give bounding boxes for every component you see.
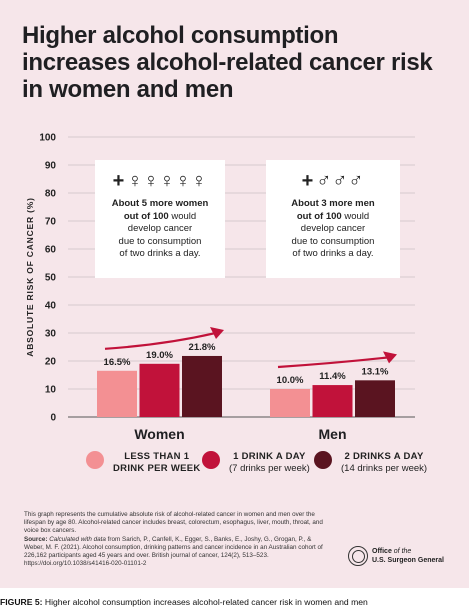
bar-women-2 <box>182 355 222 417</box>
office-logo-text: Office of the U.S. Surgeon General <box>372 548 444 564</box>
x-category-label: Women <box>134 426 184 442</box>
legend-sublabel: (14 drinks per week) <box>341 463 428 474</box>
y-tick-label: 90 <box>45 161 57 172</box>
callout-women-line2: out of 100 <box>123 210 169 222</box>
plus-icon: + <box>301 170 315 192</box>
callout-men: + ♂♂♂ About 3 more men out of 100 would d… <box>266 160 400 278</box>
y-tick-label: 60 <box>45 245 57 256</box>
legend-sublabel: (7 drinks per week) <box>229 463 310 474</box>
callout-men-line1: About 3 more men <box>291 198 375 209</box>
y-tick-label: 80 <box>45 189 57 200</box>
legend-item-2-drinks: 2 DRINKS A DAY (14 drinks per week) <box>314 451 427 475</box>
footnote-text: This graph represents the cumulative abs… <box>24 511 323 535</box>
callout-women: + ♀♀♀♀♀ About 5 more women out of 100 wou… <box>95 160 225 278</box>
callout-women-line3: develop cancer <box>127 223 193 234</box>
woman-figure-icon: ♀♀♀♀♀ <box>127 170 208 192</box>
trend-arrow-line <box>104 331 217 350</box>
callout-men-line5: of two drinks a day. <box>292 248 374 259</box>
data-label: 13.1% <box>362 366 389 377</box>
legend-swatch <box>86 451 104 469</box>
infographic-panel <box>0 0 469 588</box>
callout-women-line1: About 5 more women <box>111 198 209 209</box>
trend-arrow-line <box>277 356 390 369</box>
bar-men-1 <box>312 385 353 417</box>
y-tick-label: 10 <box>45 385 57 396</box>
y-tick-label: 0 <box>50 413 56 424</box>
y-tick-label: 50 <box>45 273 57 284</box>
callout-men-line2: out of 100 <box>296 210 342 222</box>
bar-men-0 <box>270 389 310 417</box>
bar-men-2 <box>355 380 395 417</box>
data-label: 11.4% <box>319 371 346 382</box>
legend-label: 2 DRINKS A DAY <box>344 451 424 462</box>
callout-women-line2-rest: would <box>168 210 197 222</box>
men-icons: + ♂♂♂ <box>266 170 400 192</box>
trend-arrow-head <box>210 326 224 339</box>
legend-item-1-drink: 1 DRINK A DAY (7 drinks per week) <box>202 451 310 475</box>
y-tick-label: 70 <box>45 217 57 228</box>
y-tick-label: 40 <box>45 301 57 312</box>
legend-swatch <box>314 451 332 469</box>
chart-title: Higher alcohol consumption increases alc… <box>22 22 433 103</box>
bar-women-1 <box>139 363 180 417</box>
callout-men-line2-rest: would <box>341 210 370 222</box>
footnote-source: Source: Calculated with data from Sarich… <box>24 535 323 568</box>
legend-label-line2: DRINK PER WEEK <box>113 463 201 474</box>
footnote: This graph represents the cumulative abs… <box>24 511 324 568</box>
legend-label: LESS THAN 1 <box>124 451 190 462</box>
legend-item-less-than-1: LESS THAN 1 DRINK PER WEEK <box>86 451 201 475</box>
data-label: 21.8% <box>189 342 216 353</box>
x-category-label: Men <box>319 426 347 442</box>
data-label: 10.0% <box>277 375 304 386</box>
plus-icon: + <box>112 170 126 192</box>
y-tick-label: 20 <box>45 357 57 368</box>
y-tick-label: 30 <box>45 329 57 340</box>
surgeon-general-seal-icon <box>348 546 368 566</box>
callout-men-line3: develop cancer <box>300 223 366 234</box>
man-figure-icon: ♂♂♂ <box>316 170 365 192</box>
legend-swatch <box>202 451 220 469</box>
callout-women-line5: of two drinks a day. <box>119 248 201 259</box>
data-label: 19.0% <box>146 350 173 361</box>
y-tick-label: 100 <box>39 133 56 144</box>
bar-women-0 <box>97 370 137 417</box>
women-icons: + ♀♀♀♀♀ <box>95 170 225 192</box>
callout-women-line4: due to consumption <box>118 235 202 247</box>
data-label: 16.5% <box>104 357 131 368</box>
callout-men-line4: due to consumption <box>291 235 375 247</box>
figure-caption: FIGURE 5: Higher alcohol consumption inc… <box>0 597 368 607</box>
legend-label: 1 DRINK A DAY <box>233 451 306 462</box>
y-axis-label: ABSOLUTE RISK OF CANCER (%) <box>25 197 35 357</box>
trend-arrow-head <box>383 351 397 364</box>
